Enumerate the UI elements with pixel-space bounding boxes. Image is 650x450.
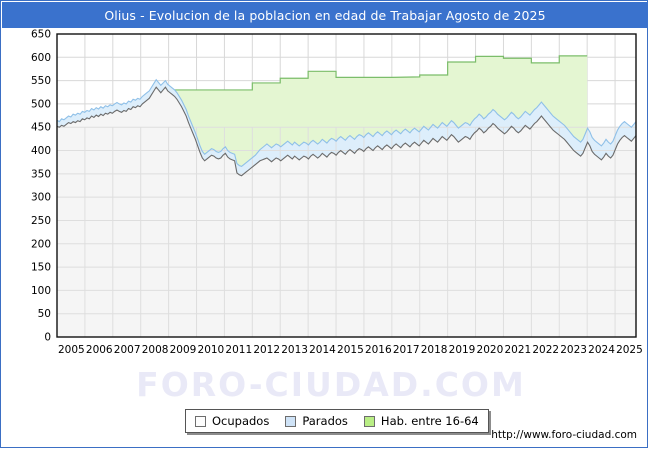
svg-text:600: 600 bbox=[31, 52, 51, 64]
svg-text:2010: 2010 bbox=[198, 344, 225, 356]
svg-text:250: 250 bbox=[31, 215, 51, 227]
svg-text:50: 50 bbox=[38, 308, 51, 320]
svg-text:2017: 2017 bbox=[393, 344, 420, 356]
legend-swatch-ocupados bbox=[195, 415, 206, 427]
legend-swatch-parados bbox=[285, 415, 297, 427]
legend-swatch-hab-16-64 bbox=[363, 415, 375, 427]
svg-text:450: 450 bbox=[31, 122, 51, 134]
svg-text:2013: 2013 bbox=[281, 344, 308, 356]
svg-text:2012: 2012 bbox=[253, 344, 280, 356]
legend-item-ocupados[interactable]: Ocupados bbox=[195, 414, 269, 428]
svg-text:2023: 2023 bbox=[560, 344, 587, 356]
svg-text:2008: 2008 bbox=[142, 344, 169, 356]
svg-text:100: 100 bbox=[31, 285, 51, 297]
footer-url[interactable]: http://www.foro-ciudad.com bbox=[491, 429, 637, 441]
window-title: Olius - Evolucion de la poblacion en eda… bbox=[2, 2, 648, 28]
svg-text:2016: 2016 bbox=[365, 344, 392, 356]
plot-area-wrapper: 0 50 100 150 200 250 300 350 400 450 500 550 600 650 2… bbox=[1, 29, 649, 449]
svg-text:2025: 2025 bbox=[616, 344, 643, 356]
svg-text:2015: 2015 bbox=[337, 344, 364, 356]
svg-text:2024: 2024 bbox=[588, 344, 615, 356]
svg-text:200: 200 bbox=[31, 238, 51, 250]
legend-label-ocupados: Ocupados bbox=[212, 414, 270, 428]
chart-legend: Ocupados Parados Hab. entre 16-64 bbox=[185, 409, 489, 433]
svg-text:550: 550 bbox=[31, 75, 51, 87]
legend-label-parados: Parados bbox=[302, 414, 348, 428]
svg-text:2005: 2005 bbox=[58, 344, 85, 356]
svg-text:300: 300 bbox=[31, 192, 51, 204]
svg-text:350: 350 bbox=[31, 168, 51, 180]
svg-text:2011: 2011 bbox=[225, 344, 252, 356]
svg-text:400: 400 bbox=[31, 145, 51, 157]
legend-item-hab-16-64[interactable]: Hab. entre 16-64 bbox=[363, 414, 479, 428]
svg-text:0: 0 bbox=[44, 332, 51, 344]
svg-text:500: 500 bbox=[31, 98, 51, 110]
svg-text:2022: 2022 bbox=[532, 344, 559, 356]
svg-text:2020: 2020 bbox=[477, 344, 504, 356]
svg-text:150: 150 bbox=[31, 262, 51, 274]
legend-label-hab-16-64: Hab. entre 16-64 bbox=[380, 414, 479, 428]
svg-text:2019: 2019 bbox=[449, 344, 476, 356]
svg-text:2014: 2014 bbox=[309, 344, 336, 356]
svg-text:2018: 2018 bbox=[421, 344, 448, 356]
legend-item-parados[interactable]: Parados bbox=[285, 414, 348, 428]
population-chart: 0 50 100 150 200 250 300 350 400 450 500 550 600 650 2… bbox=[31, 29, 643, 356]
svg-text:2006: 2006 bbox=[86, 344, 113, 356]
svg-text:2009: 2009 bbox=[170, 344, 197, 356]
svg-text:650: 650 bbox=[31, 29, 51, 41]
svg-text:2007: 2007 bbox=[114, 344, 141, 356]
svg-text:2021: 2021 bbox=[504, 344, 531, 356]
